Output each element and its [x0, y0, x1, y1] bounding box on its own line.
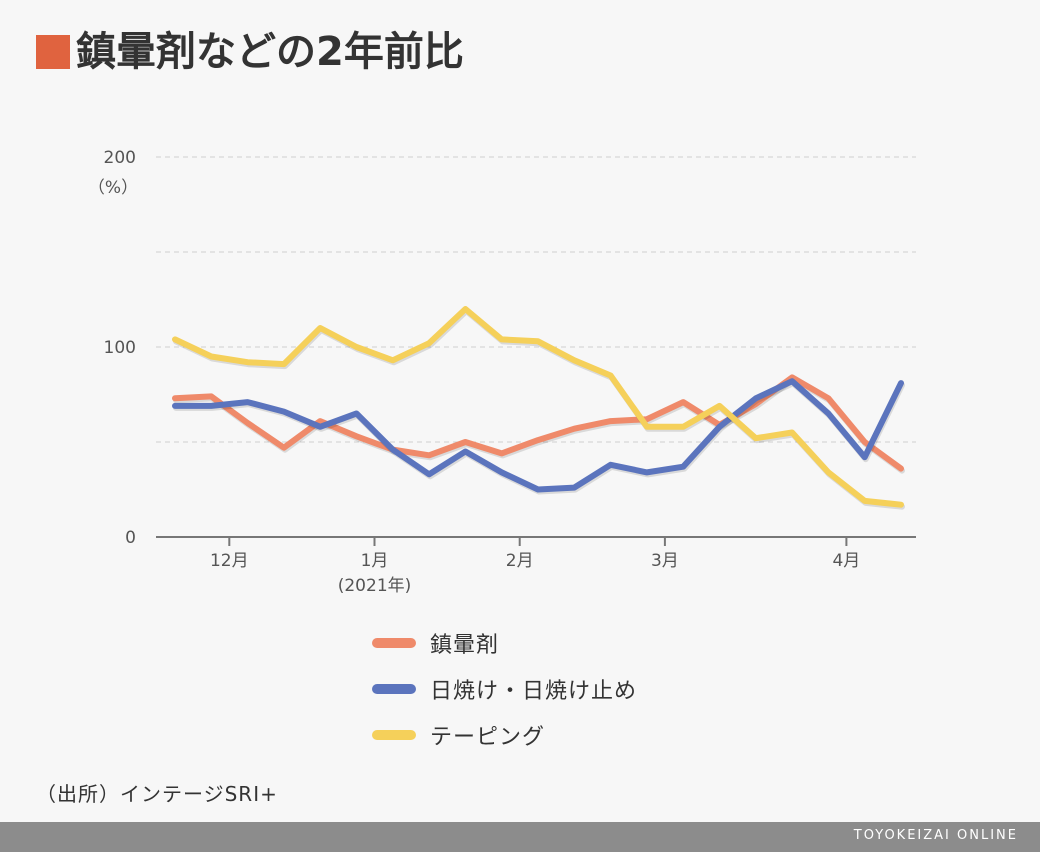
footer-bar: TOYOKEIZAI ONLINE	[0, 822, 1040, 852]
title-marker	[36, 35, 70, 69]
series-line-0	[172, 374, 904, 472]
legend-label: テーピング	[430, 725, 546, 750]
series-shadow	[173, 376, 905, 474]
line-chart: 0 100 200 （%） 12月 1月 (2021年) 2月 3月 4月	[88, 148, 916, 596]
legend-label: 鎮暈剤	[430, 633, 500, 658]
x-tick-label: 4月	[832, 551, 860, 571]
y-tick-label: 0	[125, 528, 136, 548]
x-tick-label: 1月	[361, 551, 389, 571]
x-tick-sublabel: (2021年)	[338, 576, 412, 596]
footer-brand: TOYOKEIZAI ONLINE	[853, 828, 1018, 843]
legend-swatch	[372, 638, 416, 648]
series-line-1	[172, 378, 904, 493]
chart-legend: 鎮暈剤日焼け・日焼け止め テーピング	[372, 620, 637, 758]
legend-item: 日焼け・日焼け止め	[372, 666, 637, 712]
chart-title: 鎮暈剤などの2年前比	[36, 28, 464, 76]
source-note: （出所）インテージSRI+	[36, 782, 278, 806]
y-tick-label: 100	[104, 338, 136, 358]
legend-swatch	[372, 730, 416, 740]
x-tick-label: 3月	[651, 551, 679, 571]
x-tick-label: 2月	[506, 551, 534, 571]
legend-item: テーピング	[372, 712, 637, 758]
x-tick-label: 12月	[210, 551, 249, 571]
series-line-2	[172, 306, 904, 508]
y-axis-unit: （%）	[88, 178, 138, 198]
legend-item: 鎮暈剤	[372, 620, 637, 666]
chart-title-text: 鎮暈剤などの2年前比	[76, 29, 464, 75]
y-tick-label: 200	[104, 148, 136, 168]
legend-swatch	[372, 684, 416, 694]
legend-label: 日焼け・日焼け止め	[430, 679, 638, 704]
